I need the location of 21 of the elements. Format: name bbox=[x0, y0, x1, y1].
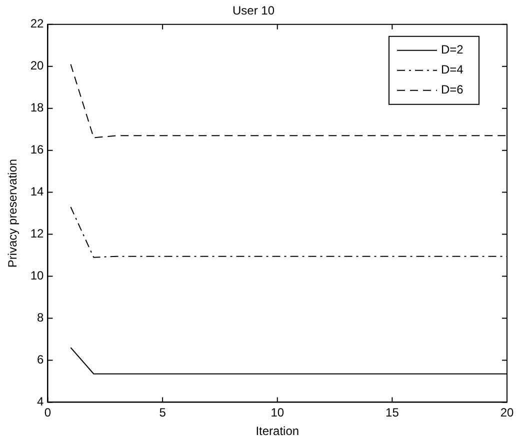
x-tick-label: 0 bbox=[44, 406, 52, 420]
x-tick-label: 15 bbox=[386, 406, 400, 420]
legend-label: D=2 bbox=[441, 42, 464, 57]
x-axis-title: Iteration bbox=[256, 424, 300, 438]
y-tick-label: 20 bbox=[30, 58, 44, 73]
y-tick-label: 12 bbox=[30, 226, 44, 241]
legend-label: D=6 bbox=[441, 82, 464, 97]
chart-title: User 10 bbox=[232, 4, 275, 18]
x-tick-label: 5 bbox=[159, 406, 166, 420]
y-tick-label: 18 bbox=[30, 100, 44, 115]
y-tick-label: 10 bbox=[30, 268, 44, 283]
x-tick-label: 10 bbox=[270, 406, 284, 420]
y-tick-label: 14 bbox=[30, 184, 44, 199]
y-tick-label: 8 bbox=[37, 310, 44, 325]
y-tick-label: 6 bbox=[37, 352, 44, 367]
y-tick-label: 22 bbox=[30, 16, 44, 31]
x-tick-label: 20 bbox=[500, 406, 514, 420]
y-tick-label: 4 bbox=[37, 394, 44, 409]
legend-label: D=4 bbox=[441, 62, 464, 77]
y-tick-label: 16 bbox=[30, 142, 44, 157]
y-axis-title: Privacy preservation bbox=[6, 158, 20, 268]
